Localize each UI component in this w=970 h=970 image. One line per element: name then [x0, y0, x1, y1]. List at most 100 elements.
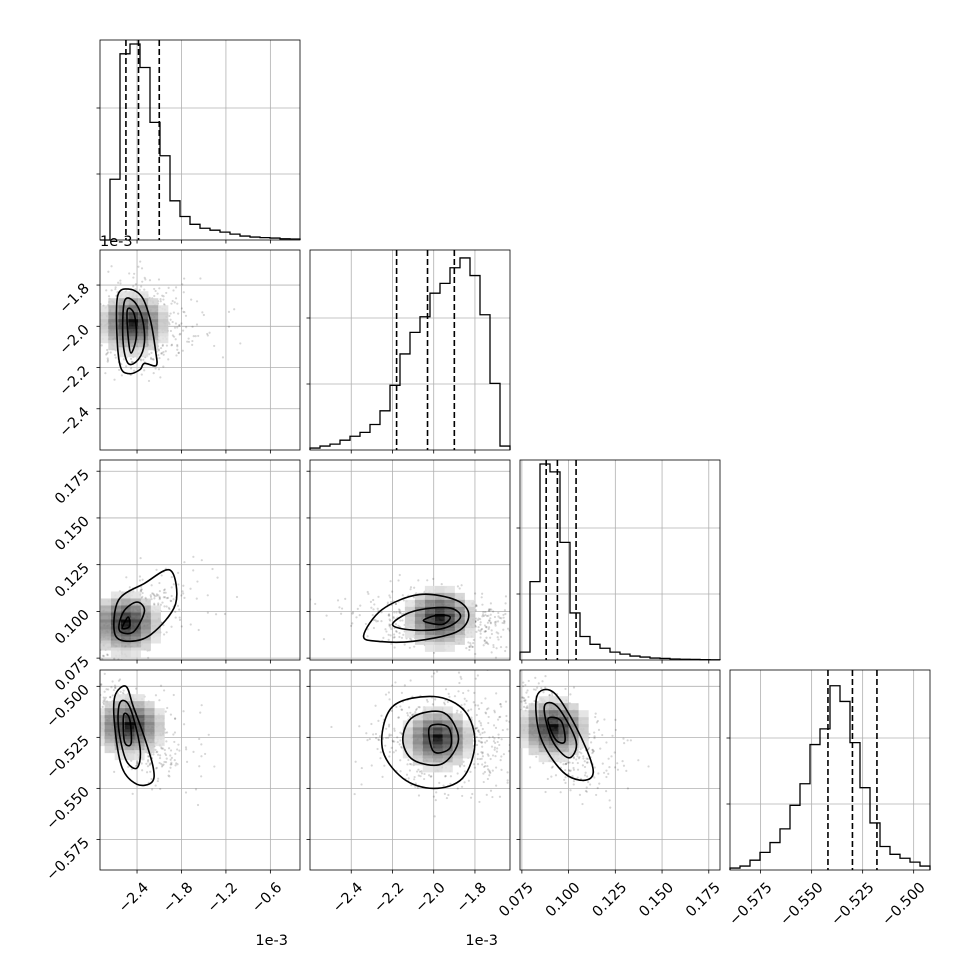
sample-point: [178, 608, 181, 611]
sample-point: [392, 633, 396, 636]
sample-point: [516, 655, 518, 657]
sample-point: [622, 764, 626, 767]
sample-point: [102, 699, 105, 702]
density-cells: [404, 585, 475, 652]
density-cell: [104, 715, 115, 726]
panel-frame: [99, 249, 301, 451]
sample-point: [475, 604, 478, 608]
sample-point: [192, 555, 195, 558]
sample-point: [387, 691, 390, 694]
sample-point: [479, 632, 482, 635]
sample-point: [103, 690, 106, 693]
sample-point: [522, 681, 525, 684]
sample-point: [93, 312, 95, 314]
sample-point: [440, 583, 443, 586]
sample-point: [405, 773, 409, 776]
sample-point: [511, 702, 513, 704]
density-cell: [100, 612, 111, 623]
sample-point: [429, 775, 432, 778]
sample-point: [389, 600, 393, 604]
sample-point: [90, 660, 92, 662]
sample-point: [385, 727, 388, 730]
sample-point: [576, 755, 579, 758]
sample-point: [150, 777, 153, 781]
sample-point: [489, 613, 492, 616]
sample-point: [479, 621, 482, 624]
density-cell: [120, 633, 131, 644]
sample-point: [133, 369, 136, 372]
sample-point: [463, 703, 466, 706]
sample-point: [166, 706, 169, 710]
sample-point: [456, 709, 459, 712]
sample-point: [479, 740, 482, 743]
sample-point: [184, 314, 188, 317]
sample-point: [485, 626, 488, 629]
sample-point: [211, 567, 214, 571]
sample-point: [128, 272, 131, 275]
sample-point: [409, 762, 412, 766]
sample-point: [145, 771, 149, 774]
sample-point: [525, 691, 528, 694]
sample-point: [130, 360, 133, 363]
sample-point: [432, 795, 436, 798]
sample-point: [176, 326, 179, 329]
density-cell: [100, 598, 111, 609]
sample-point: [138, 575, 142, 578]
sample-point: [100, 302, 102, 306]
sample-point: [481, 741, 484, 744]
density-cell: [462, 748, 473, 759]
density-cell: [110, 626, 121, 637]
sample-point: [134, 283, 138, 286]
sample-point: [504, 649, 507, 653]
sample-point: [408, 637, 412, 640]
panel-background: [100, 40, 300, 240]
sample-point: [487, 721, 490, 725]
density-cell: [422, 762, 433, 773]
sample-point: [588, 783, 592, 786]
sample-point: [192, 569, 195, 572]
density-cell: [140, 619, 151, 630]
x-tick-label: −2.2: [371, 880, 407, 916]
contour-level-2: [422, 614, 452, 626]
sample-point: [95, 729, 97, 731]
sample-point: [176, 348, 179, 351]
sample-point: [497, 611, 500, 615]
sample-point: [412, 663, 414, 665]
sample-point: [376, 607, 379, 610]
sample-point: [88, 640, 90, 642]
sample-point: [200, 755, 203, 758]
sample-point: [157, 368, 161, 371]
contour-level-0: [112, 685, 155, 787]
sample-point: [148, 353, 151, 356]
sample-point: [479, 721, 482, 725]
density-cell: [558, 731, 569, 742]
sample-point: [181, 329, 185, 332]
sample-point: [153, 597, 156, 600]
sample-point: [150, 357, 153, 361]
sample-point: [106, 653, 109, 656]
sample-point: [183, 311, 186, 314]
density-cell: [100, 305, 109, 316]
contour-level-0: [362, 593, 470, 644]
sample-point: [125, 365, 128, 368]
sample-point: [162, 591, 166, 594]
sample-point: [605, 769, 608, 772]
density-cell: [424, 585, 435, 596]
density-cell: [110, 612, 121, 623]
sample-point: [567, 772, 570, 776]
sample-point: [472, 641, 475, 645]
sample-point: [167, 358, 170, 361]
sample-point: [484, 761, 487, 764]
sample-point: [153, 287, 156, 291]
sample-point: [449, 782, 452, 785]
density-cell: [144, 743, 155, 754]
density-cell: [108, 298, 119, 309]
sample-point: [499, 759, 502, 762]
sample-point: [480, 750, 483, 754]
sample-point: [130, 759, 133, 762]
sample-point: [173, 301, 176, 304]
sample-point: [135, 764, 138, 768]
sample-point: [502, 628, 505, 631]
density-cell: [134, 722, 145, 733]
sample-point: [385, 736, 388, 740]
